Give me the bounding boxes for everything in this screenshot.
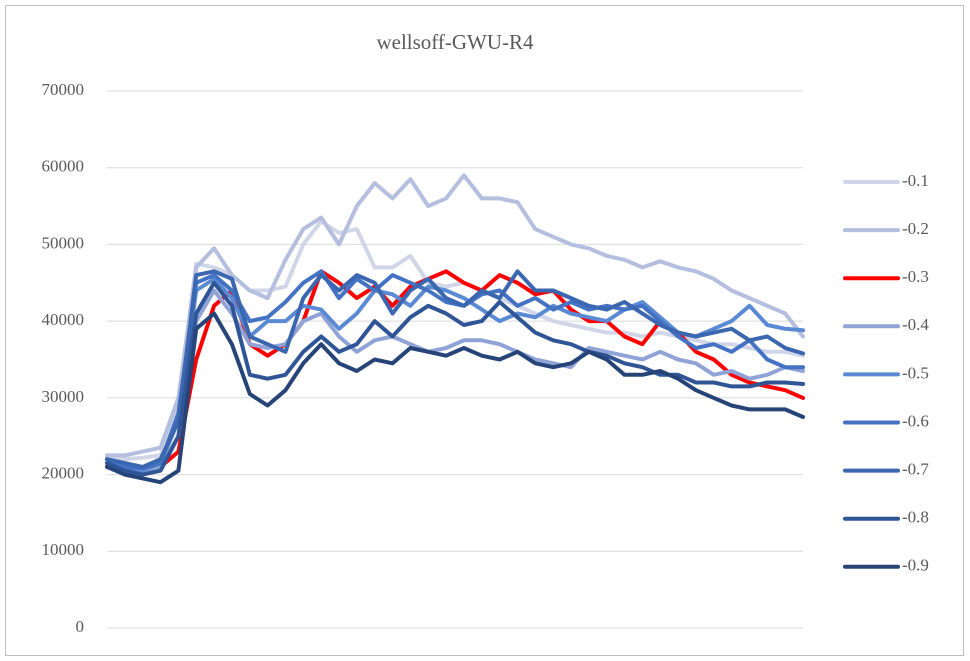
legend-label: -0.4 <box>902 315 929 334</box>
y-tick-label: 40000 <box>42 310 85 329</box>
y-tick-label: 60000 <box>42 157 85 176</box>
y-tick-label: 20000 <box>42 463 85 482</box>
legend-label: -0.7 <box>902 460 929 479</box>
legend-label: -0.8 <box>902 508 929 527</box>
series-line <box>105 219 805 462</box>
y-tick-label: 50000 <box>42 233 85 252</box>
legend-label: -0.9 <box>902 556 929 575</box>
chart-border <box>5 5 964 656</box>
legend-label: -0.6 <box>902 411 929 430</box>
series-line <box>105 311 805 485</box>
series-line <box>105 288 805 477</box>
y-tick-label: 0 <box>76 617 85 636</box>
legend-label: -0.2 <box>902 219 929 238</box>
series-line <box>105 280 805 477</box>
legend-label: -0.5 <box>902 363 929 382</box>
legend-label: -0.3 <box>902 267 929 286</box>
y-tick-label: 30000 <box>42 387 85 406</box>
series-line <box>105 173 805 458</box>
legend-label: -0.1 <box>902 171 929 190</box>
y-tick-label: 10000 <box>42 540 85 559</box>
series-line <box>105 269 805 469</box>
y-tick-label: 70000 <box>42 80 85 99</box>
chart-title: wellsoff-GWU-R4 <box>376 30 534 54</box>
